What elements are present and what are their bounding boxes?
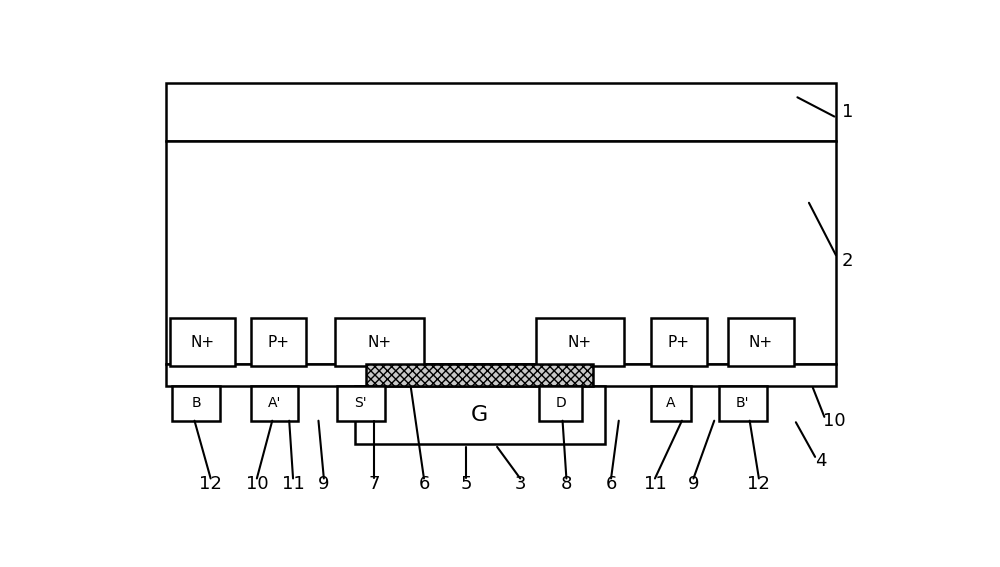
Bar [170, 318, 235, 366]
Text: B: B [191, 396, 201, 411]
Text: 12: 12 [747, 475, 770, 493]
Bar [172, 386, 220, 421]
Text: 10: 10 [823, 412, 846, 430]
Text: N+: N+ [749, 335, 773, 350]
Text: N+: N+ [568, 335, 592, 350]
Text: 5: 5 [461, 475, 472, 493]
Text: 12: 12 [199, 475, 222, 493]
Bar [251, 386, 298, 421]
Text: 3: 3 [514, 475, 526, 493]
Bar [166, 365, 836, 386]
Text: P+: P+ [267, 335, 289, 350]
Bar [719, 386, 767, 421]
Text: 11: 11 [282, 475, 304, 493]
Text: 4: 4 [815, 452, 826, 469]
Text: 9: 9 [688, 475, 699, 493]
Bar [651, 386, 691, 421]
Bar [539, 386, 582, 421]
Bar [251, 318, 306, 366]
Bar [166, 83, 836, 141]
Text: G: G [471, 405, 488, 425]
Bar [651, 318, 707, 366]
Text: P+: P+ [668, 335, 690, 350]
Text: D: D [555, 396, 566, 411]
Text: N+: N+ [368, 335, 392, 350]
Text: S': S' [354, 396, 367, 411]
Bar [337, 386, 385, 421]
Bar [335, 318, 424, 366]
Text: 7: 7 [368, 475, 380, 493]
Bar [366, 365, 593, 386]
Bar [355, 386, 605, 444]
Text: 1: 1 [842, 103, 853, 121]
Text: 10: 10 [246, 475, 268, 493]
Bar [166, 141, 836, 365]
Text: A': A' [268, 396, 281, 411]
Bar [728, 318, 794, 366]
Text: 11: 11 [644, 475, 666, 493]
Text: 8: 8 [561, 475, 572, 493]
Text: N+: N+ [191, 335, 215, 350]
Text: 6: 6 [418, 475, 430, 493]
Text: B': B' [736, 396, 749, 411]
Text: 9: 9 [318, 475, 330, 493]
Bar [536, 318, 624, 366]
Text: A: A [666, 396, 676, 411]
Text: 6: 6 [605, 475, 617, 493]
Text: 2: 2 [842, 252, 853, 269]
